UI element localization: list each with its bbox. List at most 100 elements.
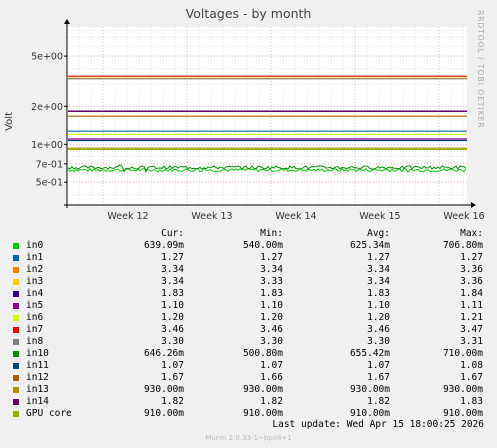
y-tick-label: 5e+00 <box>31 52 63 63</box>
legend-cur-value: 930.00m <box>143 384 184 395</box>
legend: Cur: Min: Avg: Max: in0 639.09m 540.00m 625… <box>0 228 497 420</box>
legend-row: in0 639.09m 540.00m 625.34m 706.80m <box>0 240 497 252</box>
last-update: Last update: Wed Apr 15 18:00:25 2026 <box>272 419 484 430</box>
legend-row: in7 3.46 3.46 3.46 3.47 <box>0 324 497 336</box>
legend-swatch <box>13 363 19 369</box>
rrdtool-credit: RRDTOOL / TOBI OETIKER <box>476 10 485 129</box>
legend-row: in11 1.07 1.07 1.07 1.08 <box>0 360 497 372</box>
legend-header: Cur: Min: Avg: Max: <box>0 228 497 240</box>
legend-cur-value: 3.30 <box>161 336 184 347</box>
legend-swatch <box>13 327 19 333</box>
legend-max-value: 930.00m <box>442 384 483 395</box>
legend-max-value: 1.83 <box>460 396 483 407</box>
legend-avg-value: 625.34m <box>349 240 390 251</box>
legend-swatch <box>13 375 19 381</box>
legend-min-value: 1.10 <box>260 300 283 311</box>
legend-max-value: 3.36 <box>460 264 483 275</box>
legend-label: in3 <box>26 276 44 287</box>
legend-min-value: 930.00m <box>242 384 283 395</box>
legend-label: in1 <box>26 252 44 263</box>
x-tick-label: Week 13 <box>191 211 232 222</box>
legend-max-value: 1.11 <box>460 300 483 311</box>
chart-title: Voltages - by month <box>185 6 312 21</box>
legend-avg-value: 1.10 <box>367 300 390 311</box>
legend-max-value: 3.31 <box>460 336 483 347</box>
legend-row: in5 1.10 1.10 1.10 1.11 <box>0 300 497 312</box>
legend-row: in13 930.00m 930.00m 930.00m 930.00m <box>0 384 497 396</box>
legend-avg-value: 930.00m <box>349 384 390 395</box>
munin-version: Munin 2.0.33-1~bpo8+1 <box>205 434 292 442</box>
legend-avg-value: 1.82 <box>367 396 390 407</box>
legend-label: in10 <box>26 348 49 359</box>
series-line-in10 <box>67 164 467 173</box>
legend-row: in10 646.26m 500.80m 655.42m 710.00m <box>0 348 497 360</box>
legend-cur-value: 1.82 <box>161 396 184 407</box>
legend-cur-value: 3.34 <box>161 264 184 275</box>
x-tick-label: Week 15 <box>359 211 400 222</box>
legend-max-value: 1.84 <box>460 288 483 299</box>
legend-avg-value: 3.34 <box>367 264 390 275</box>
legend-swatch <box>13 315 19 321</box>
legend-max-value: 3.47 <box>460 324 483 335</box>
legend-min-value: 1.07 <box>260 360 283 371</box>
legend-row: in14 1.82 1.82 1.82 1.83 <box>0 396 497 408</box>
legend-label: in14 <box>26 396 49 407</box>
legend-avg-value: 3.34 <box>367 276 390 287</box>
y-tick-label: 2e+00 <box>31 102 63 113</box>
legend-swatch <box>13 399 19 405</box>
legend-label: in8 <box>26 336 44 347</box>
legend-label: in6 <box>26 312 44 323</box>
legend-cur-value: 910.00m <box>143 408 184 419</box>
legend-avg-value: 1.27 <box>367 252 390 263</box>
legend-cur-value: 3.34 <box>161 276 184 287</box>
header-cur: Cur: <box>161 228 184 239</box>
legend-min-value: 1.82 <box>260 396 283 407</box>
x-tick-label: Week 16 <box>443 211 484 222</box>
x-axis-arrow <box>471 202 476 208</box>
legend-label: in13 <box>26 384 49 395</box>
legend-swatch <box>13 411 19 417</box>
header-min: Min: <box>260 228 283 239</box>
legend-label: in0 <box>26 240 44 251</box>
legend-row: in12 1.67 1.66 1.67 1.67 <box>0 372 497 384</box>
x-tick-label: Week 12 <box>107 211 148 222</box>
y-tick-label: 1e+00 <box>31 140 63 151</box>
header-max: Max: <box>460 228 483 239</box>
y-tick-label: 7e-01 <box>36 159 63 170</box>
legend-row: GPU core 910.00m 910.00m 910.00m 910.00m <box>0 408 497 420</box>
legend-label: in12 <box>26 372 49 383</box>
legend-min-value: 540.00m <box>242 240 283 251</box>
legend-min-value: 3.30 <box>260 336 283 347</box>
legend-cur-value: 1.67 <box>161 372 184 383</box>
legend-avg-value: 1.67 <box>367 372 390 383</box>
legend-avg-value: 1.20 <box>367 312 390 323</box>
legend-min-value: 1.20 <box>260 312 283 323</box>
legend-label: in7 <box>26 324 44 335</box>
legend-min-value: 1.27 <box>260 252 283 263</box>
legend-min-value: 1.66 <box>260 372 283 383</box>
legend-row: in8 3.30 3.30 3.30 3.31 <box>0 336 497 348</box>
legend-label: in2 <box>26 264 44 275</box>
legend-min-value: 500.80m <box>242 348 283 359</box>
legend-swatch <box>13 303 19 309</box>
legend-cur-value: 646.26m <box>143 348 184 359</box>
legend-swatch <box>13 267 19 273</box>
series-lines <box>67 75 467 173</box>
chart-plot: 5e+00 2e+00 1e+00 7e-01 5e-01 Week 12 Week 13… <box>31 19 485 222</box>
legend-cur-value: 1.83 <box>161 288 184 299</box>
legend-label: in5 <box>26 300 44 311</box>
legend-max-value: 3.36 <box>460 276 483 287</box>
legend-row: in6 1.20 1.20 1.20 1.21 <box>0 312 497 324</box>
legend-cur-value: 1.07 <box>161 360 184 371</box>
legend-cur-value: 1.27 <box>161 252 184 263</box>
legend-row: in3 3.34 3.33 3.34 3.36 <box>0 276 497 288</box>
legend-min-value: 3.46 <box>260 324 283 335</box>
legend-avg-value: 655.42m <box>349 348 390 359</box>
legend-avg-value: 1.83 <box>367 288 390 299</box>
legend-min-value: 1.83 <box>260 288 283 299</box>
legend-row: in2 3.34 3.34 3.34 3.36 <box>0 264 497 276</box>
legend-min-value: 3.34 <box>260 264 283 275</box>
legend-swatch <box>13 339 19 345</box>
legend-row: in4 1.83 1.83 1.83 1.84 <box>0 288 497 300</box>
legend-label: in4 <box>26 288 44 299</box>
